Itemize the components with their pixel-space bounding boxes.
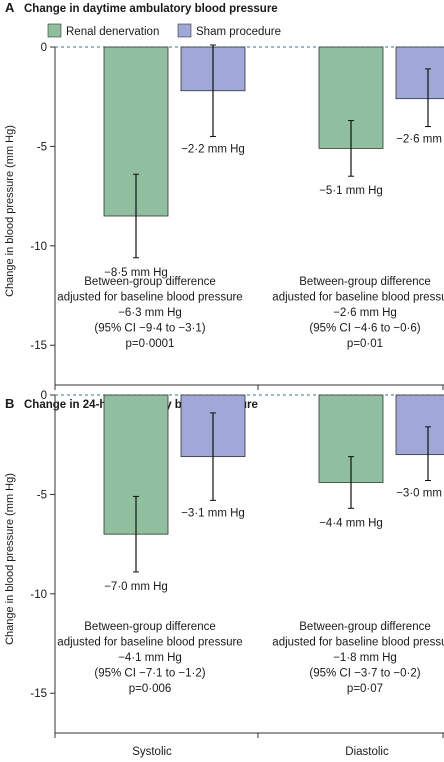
annotation-line: −2·6 mm Hg (333, 307, 397, 319)
bar (395, 394, 444, 456)
legend-label: Sham procedure (196, 26, 281, 38)
y-tick-label: -10 (30, 241, 47, 253)
y-axis-label: Change in blood pressure (mm Hg) (4, 125, 16, 297)
annotation-line: adjusted for baseline blood pressure (57, 292, 242, 304)
legend-swatch (177, 23, 192, 38)
annotation-line: (95% CI −7·1 to −1·2) (94, 668, 205, 680)
panel-a: A Change in daytime ambulatory blood pres… (4, 0, 444, 390)
y-tick-label: -15 (30, 340, 47, 352)
bar-value-label: −2·2 mm Hg (181, 143, 245, 155)
bar-value-label: −3·1 mm Hg (181, 507, 245, 519)
bar-value-label: −7·0 mm Hg (104, 581, 168, 593)
annotation-line: (95% CI −9·4 to −3·1) (94, 323, 205, 335)
legend-label: Renal denervation (66, 26, 159, 38)
bar-value-label: −2·6 mm Hg (396, 134, 444, 146)
x-category-label: Systolic (132, 746, 172, 758)
between-group-annotation: Between-group difference adjusted for bas… (272, 276, 444, 350)
annotation-line: p=0·006 (129, 683, 172, 695)
annotation-line: Between-group difference (84, 276, 216, 288)
y-tick-label: 0 (41, 42, 47, 54)
annotation-line: p=0·01 (347, 338, 383, 350)
annotation-line: adjusted for baseline blood pressure (57, 637, 242, 649)
between-group-annotation: Between-group difference adjusted for bas… (57, 621, 242, 695)
panel-letter: A (5, 0, 15, 15)
between-group-annotation: Between-group difference adjusted for bas… (272, 621, 444, 695)
annotation-line: adjusted for baseline blood pressure (272, 637, 444, 649)
between-group-annotation: Between-group difference adjusted for bas… (57, 276, 242, 350)
annotation-line: −6·3 mm Hg (118, 307, 182, 319)
annotation-line: Between-group difference (299, 276, 431, 288)
bar-value-label: −5·1 mm Hg (319, 185, 383, 197)
annotation-line: Between-group difference (299, 621, 431, 633)
annotation-line: adjusted for baseline blood pressure (272, 292, 444, 304)
y-tick-label: 0 (41, 390, 47, 402)
annotation-line: −1·8 mm Hg (333, 652, 397, 664)
annotation-line: p=0·07 (347, 683, 383, 695)
y-tick-label: -10 (30, 589, 47, 601)
x-category-label: Diastolic (345, 746, 389, 758)
annotation-line: −4·1 mm Hg (118, 652, 182, 664)
legend: Renal denervation Sham procedure (47, 23, 281, 38)
y-tick-label: -15 (30, 688, 47, 700)
y-axis-label: Change in blood pressure (mm Hg) (4, 473, 16, 645)
bar-value-label: −4·4 mm Hg (319, 517, 383, 529)
annotation-line: p=0·0001 (126, 338, 175, 350)
annotation-line: (95% CI −4·6 to −0·6) (309, 323, 420, 335)
bar-value-label: −8·5 mm Hg (104, 267, 168, 279)
y-tick-label: -5 (37, 489, 47, 501)
annotation-line: Between-group difference (84, 621, 216, 633)
panel-title: Change in daytime ambulatory blood press… (24, 3, 278, 15)
panel-letter: B (5, 396, 14, 411)
bar (395, 46, 444, 100)
legend-swatch (47, 23, 62, 38)
annotation-line: (95% CI −3·7 to −0·2) (309, 668, 420, 680)
y-tick-label: -5 (37, 141, 47, 153)
bar-value-label: −3·0 mm Hg (396, 487, 444, 499)
